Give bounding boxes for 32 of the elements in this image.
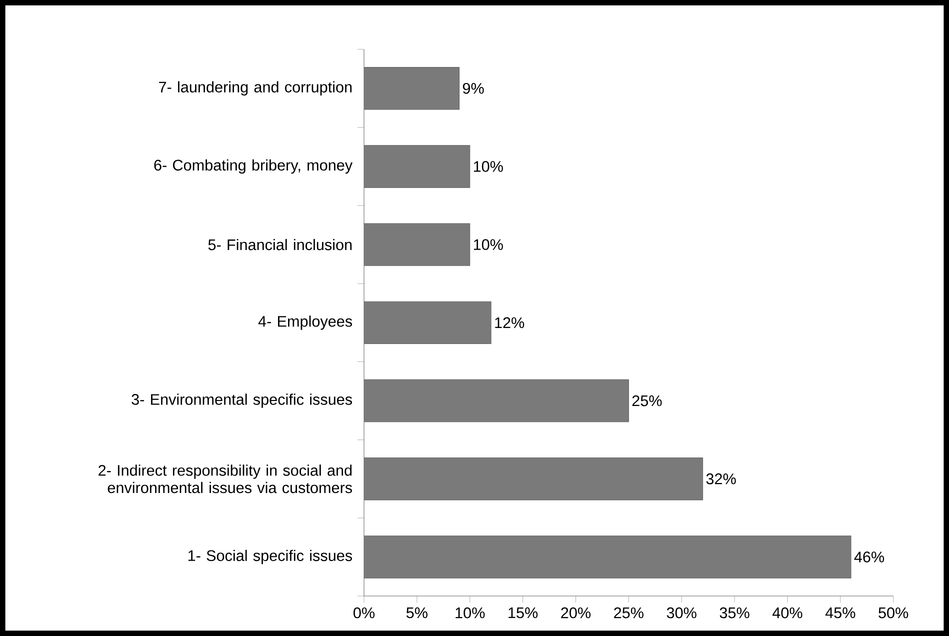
data-label: 46% [854,552,884,562]
bar [364,223,470,266]
bar [364,145,470,188]
x-tick-label: 10% [456,607,485,618]
bar [364,67,460,110]
x-tick-label: 50% [878,607,908,618]
y-tick-label: 4- Employees [258,316,352,330]
x-tick-label: 5% [406,607,428,618]
y-tick-label: 5- Financial inclusion [208,238,352,250]
x-tick-label: 20% [561,607,591,618]
y-tick-label: 7- laundering and corruption [159,81,352,96]
y-tick-label: 2- Indirect responsibility in social and environmental issues via customers [98,464,352,494]
y-tick-label: 6- Combating bribery, money [154,159,353,174]
y-tick-label: 3- Environmental specific issues [132,394,352,408]
data-label: 25% [632,395,662,406]
x-tick-label: 35% [720,607,750,618]
data-label: 32% [706,473,736,484]
x-tick-label: 40% [772,607,802,618]
bar [364,536,852,578]
x-tick-label: 0% [354,607,375,618]
data-label: 10% [474,161,503,172]
bar [364,301,492,344]
bar [364,458,704,500]
x-tick-label: 45% [825,607,856,618]
bar [364,379,629,422]
data-label: 12% [495,317,524,328]
data-label: 10% [474,239,503,250]
x-tick-label: 30% [666,607,696,618]
x-tick-label: 15% [508,607,538,618]
data-label: 9% [462,82,484,94]
y-tick-label: 1- Social specific issues [188,550,352,564]
x-tick-label: 25% [614,607,644,618]
